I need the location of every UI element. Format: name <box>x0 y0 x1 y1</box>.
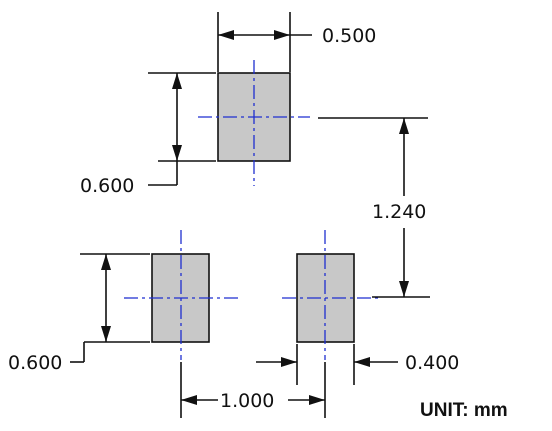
dimension-bottom-pad-width: 0.400 <box>256 344 459 385</box>
dimension-vertical-pitch: 1.240 <box>318 117 430 298</box>
pad-height-top-label: 0.600 <box>80 175 134 197</box>
dimension-pad-width: 0.500 <box>217 12 376 72</box>
pad-height-bottom-label: 0.600 <box>8 352 62 374</box>
pad-width-label: 0.500 <box>322 25 376 47</box>
bottom-pad-width-label: 0.400 <box>405 352 459 374</box>
dimension-horizontal-pitch: 1.000 <box>180 362 326 418</box>
horizontal-pitch-label: 1.000 <box>220 390 274 412</box>
dimension-pad-height-bottom: 0.600 <box>8 253 150 374</box>
centerlines <box>124 60 380 360</box>
vertical-pitch-label: 1.240 <box>372 201 426 223</box>
dimension-pad-height-top: 0.600 <box>80 72 216 197</box>
unit-label: UNIT: mm <box>420 400 508 421</box>
